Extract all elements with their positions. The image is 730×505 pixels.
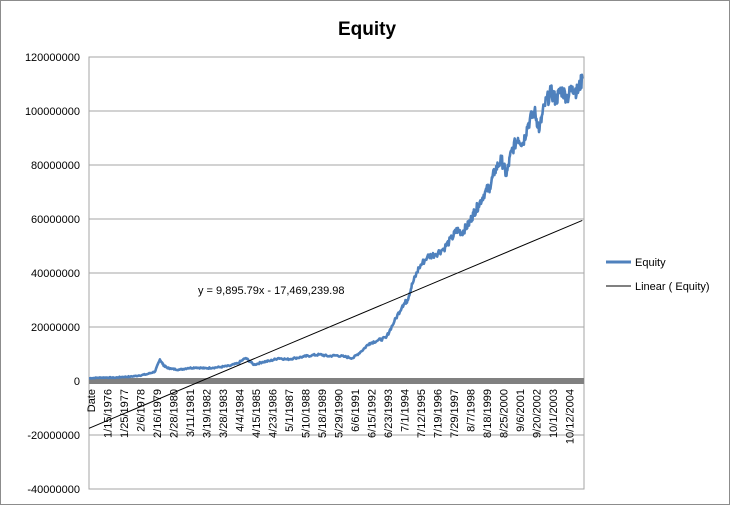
x-tick-label: 10/1/2003 [548, 389, 560, 438]
legend: Equity Linear ( Equity) [606, 257, 710, 293]
y-tick-label: 40000000 [31, 268, 80, 280]
x-tick-label: 9/20/2002 [532, 389, 544, 438]
y-tick-label: 100000000 [25, 106, 80, 118]
legend-label-equity: Equity [635, 257, 666, 269]
y-tick-label: -40000000 [27, 484, 80, 496]
x-tick-label: 6/15/1992 [367, 389, 379, 438]
x-tick-label: 5/29/1990 [334, 389, 346, 438]
y-tick-label: 0 [74, 376, 80, 388]
x-tick-label: 4/15/1985 [251, 389, 263, 438]
x-tick-label: 7/29/1997 [449, 389, 461, 438]
x-tick-label: 2/6/1978 [136, 389, 148, 432]
series-line-equity [88, 73, 584, 380]
x-tick-label: 2/28/1980 [169, 389, 181, 438]
x-tick-label: 8/18/1999 [482, 389, 494, 438]
x-tick-label: 6/6/1991 [350, 389, 362, 432]
y-tick-label: 20000000 [31, 322, 80, 334]
x-tick-label: 7/19/1996 [433, 389, 445, 438]
x-tick-label: 6/23/1993 [383, 389, 395, 438]
x-tick-label: 5/1/1987 [284, 389, 296, 432]
x-tick-label: 1/15/1976 [103, 389, 115, 438]
x-tick-label: 8/25/2000 [499, 389, 511, 438]
chart-title: Equity [338, 19, 396, 40]
x-tick-label: 5/18/1989 [317, 389, 329, 438]
x-tick-label: 3/28/1983 [218, 389, 230, 438]
y-tick-label: 80000000 [31, 160, 80, 172]
trendline-equation: y = 9,895.79x - 17,469,239.98 [198, 285, 344, 297]
legend-label-linear: Linear ( Equity) [635, 281, 710, 293]
x-tick-label: 3/19/1982 [202, 389, 214, 438]
x-tick-label: 5/10/1988 [301, 389, 313, 438]
y-tick-label: -20000000 [27, 430, 80, 442]
series-line-linear-trend [88, 219, 583, 429]
x-axis: Date 1/15/1976 1/25/1977 2/6/1978 2/16/1979 2… [86, 389, 577, 444]
y-axis: -40000000 -20000000 0 20000000 40000000 60000… [25, 52, 80, 496]
y-tick-label: 120000000 [25, 52, 80, 64]
series-layer [88, 73, 584, 429]
x-tick-label: 3/11/1981 [185, 389, 197, 437]
x-tick-label: 7/12/1995 [416, 389, 428, 438]
x-tick-label: 10/12/2004 [565, 389, 577, 444]
x-tick-label: 4/4/1984 [235, 389, 247, 432]
x-tick-label: 9/6/2001 [515, 389, 527, 432]
x-tick-label: 2/16/1979 [152, 389, 164, 438]
y-tick-label: 60000000 [31, 214, 80, 226]
x-tick-label: Date [86, 389, 98, 412]
x-tick-label: 7/1/1994 [400, 389, 412, 432]
x-tick-label: 8/7/1998 [466, 389, 478, 432]
x-tick-label: 4/23/1986 [268, 389, 280, 438]
